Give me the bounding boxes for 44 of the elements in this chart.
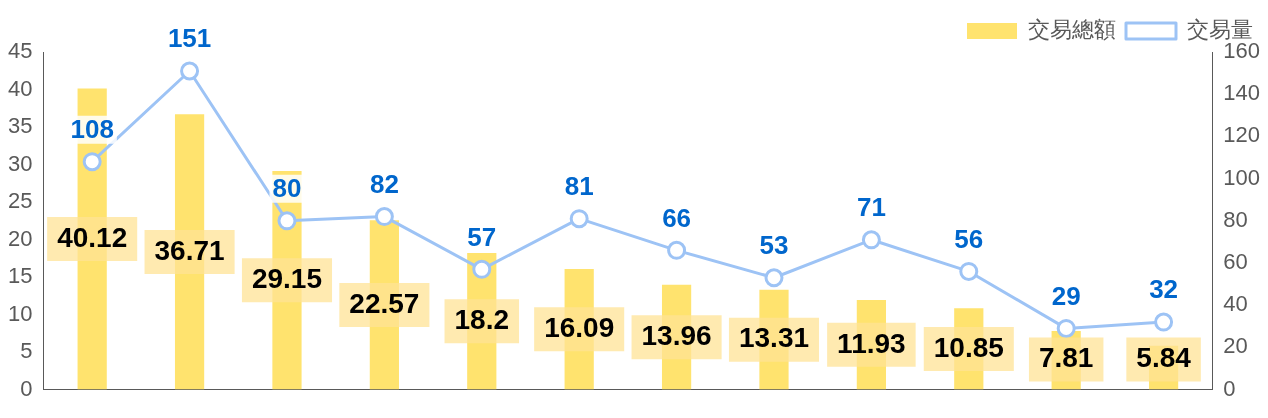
y-tick-label: 45	[7, 38, 33, 64]
data-label: 53	[759, 229, 789, 260]
y2-tick-label: 60	[1223, 249, 1248, 275]
y-tick-label: 5	[20, 338, 33, 364]
y2-tick-label: 140	[1223, 80, 1261, 106]
data-label: 81	[564, 170, 594, 201]
data-label: 82	[369, 168, 399, 199]
data-label: 29	[1051, 280, 1081, 311]
data-label: 80	[272, 172, 302, 203]
legend-label: 交易量	[1187, 17, 1253, 43]
data-label: 71	[856, 191, 886, 222]
data-label: 13.96	[641, 319, 712, 351]
data-label: 40.12	[57, 221, 128, 253]
data-label: 36.71	[154, 234, 225, 266]
data-label: 7.81	[1038, 342, 1094, 374]
data-label: 32	[1149, 274, 1179, 305]
data-label: 66	[662, 202, 692, 233]
data-label: 29.15	[251, 262, 323, 294]
data-label: 5.84	[1136, 342, 1192, 374]
y2-tick-label: 40	[1223, 291, 1248, 317]
y-tick-label: 30	[7, 150, 33, 176]
data-label: 13.31	[738, 322, 810, 354]
y2-tick-label: 20	[1223, 333, 1248, 359]
data-label: 11.93	[837, 327, 906, 359]
y-tick-label: 20	[7, 225, 33, 251]
y-tick-label: 35	[7, 113, 33, 139]
data-label: 108	[70, 113, 114, 144]
data-label: 18.2	[454, 304, 510, 336]
y-tick-label: 10	[7, 300, 33, 326]
y2-tick-label: 120	[1223, 122, 1261, 148]
data-label: 22.57	[349, 287, 420, 319]
y2-tick-label: 100	[1223, 164, 1261, 190]
data-label: 10.85	[933, 331, 1004, 363]
y2-tick-label: 80	[1223, 206, 1248, 232]
data-label: 151	[167, 23, 212, 54]
y-tick-label: 40	[7, 75, 33, 101]
y2-tick-label: 0	[1223, 375, 1236, 401]
data-label: 57	[467, 221, 497, 252]
y-tick-label: 15	[7, 263, 33, 289]
data-label: 56	[954, 223, 984, 254]
y-tick-label: 0	[20, 375, 33, 401]
data-label: 16.09	[544, 311, 615, 343]
legend-label: 交易總額	[1028, 17, 1116, 43]
y-tick-label: 25	[7, 188, 33, 214]
